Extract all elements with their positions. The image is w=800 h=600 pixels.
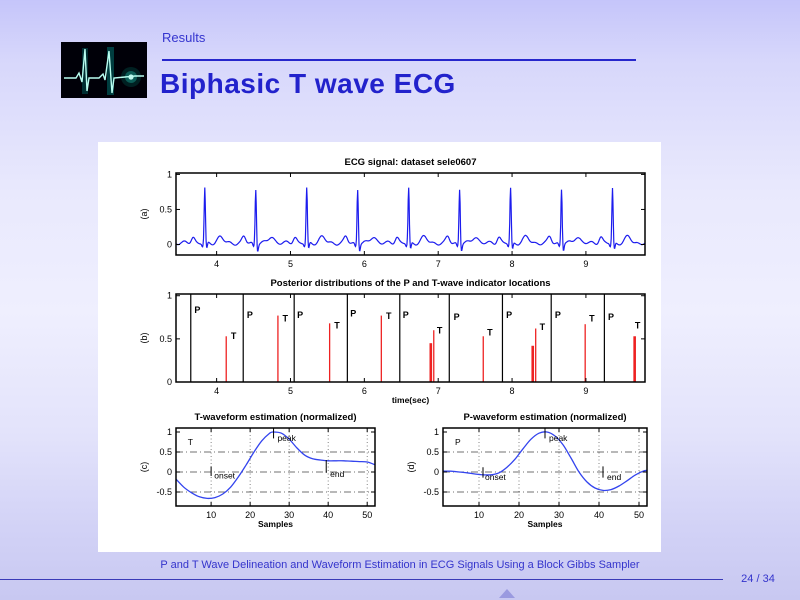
wave-label: P — [506, 310, 512, 320]
wave-label: P — [454, 312, 460, 322]
page-number: 24 / 34 — [741, 573, 775, 585]
y-tick-label: 0.5 — [159, 447, 172, 457]
x-tick-label: 40 — [594, 510, 604, 520]
annotation-label: P — [455, 437, 461, 447]
y-axis-label: (a) — [139, 208, 149, 219]
wave-label: T — [386, 311, 392, 321]
annotation-label: end — [330, 469, 344, 479]
y-tick-label: -0.5 — [423, 487, 439, 497]
waveform-curve — [442, 431, 648, 492]
annotation-label: end — [607, 472, 621, 482]
chart-title: Posterior distributions of the P and T-w… — [270, 278, 550, 289]
ecg-logo-art — [61, 42, 147, 98]
wave-label: P — [350, 308, 356, 318]
y-tick-label: 1 — [167, 291, 172, 301]
x-axis-label: time(sec) — [392, 395, 429, 405]
logo-background — [61, 42, 147, 98]
axes-frame — [442, 427, 648, 507]
x-tick-label: 4 — [214, 259, 219, 269]
axes-frame — [175, 172, 646, 256]
wave-label: P — [247, 310, 253, 320]
wave-label: T — [334, 321, 340, 331]
y-tick-label: 0 — [167, 239, 172, 249]
annotation-label: onset — [485, 472, 506, 482]
x-tick-label: 30 — [284, 510, 294, 520]
x-tick-label: 30 — [554, 510, 564, 520]
wave-label: T — [540, 322, 546, 332]
x-tick-label: 4 — [214, 386, 219, 396]
wave-label: P — [403, 310, 409, 320]
x-tick-label: 5 — [288, 386, 293, 396]
chart-title: T-waveform estimation (normalized) — [194, 412, 356, 423]
wave-label: P — [555, 310, 561, 320]
figure-panel: 4 5 6 7 8 9 0 0.5 1 ECG signal: dataset sele0607 (… — [98, 142, 661, 552]
logo-glow-streak — [82, 48, 88, 94]
x-tick-label: 50 — [362, 510, 372, 520]
y-tick-label: -0.5 — [156, 487, 172, 497]
y-axis-label: (c) — [139, 462, 149, 473]
x-tick-label: 9 — [583, 259, 588, 269]
y-axis-label: (b) — [139, 332, 149, 343]
axes-frame — [175, 293, 646, 383]
x-tick-label: 7 — [436, 259, 441, 269]
x-tick-label: 9 — [583, 386, 588, 396]
slide-title: Biphasic T wave ECG — [160, 68, 456, 99]
y-tick-label: 0.5 — [159, 334, 172, 344]
wave-label: P — [194, 305, 200, 315]
waveform-curve — [175, 431, 376, 500]
chart-title: P-waveform estimation (normalized) — [463, 412, 626, 423]
wave-label: T — [589, 314, 595, 324]
ecg-trace — [175, 187, 646, 252]
x-tick-label: 8 — [510, 259, 515, 269]
annotation-label: peak — [277, 433, 296, 443]
y-tick-label: 1 — [167, 427, 172, 437]
section-label: Results — [162, 30, 206, 45]
x-tick-label: 10 — [474, 510, 484, 520]
x-tick-label: 50 — [634, 510, 644, 520]
annotation-label: peak — [549, 433, 568, 443]
y-tick-label: 1 — [167, 169, 172, 179]
nav-up-triangle[interactable] — [499, 589, 515, 598]
x-tick-label: 6 — [362, 386, 367, 396]
wave-label: P — [297, 310, 303, 320]
y-tick-label: 1 — [434, 427, 439, 437]
wave-label: P — [608, 312, 614, 322]
x-tick-label: 40 — [323, 510, 333, 520]
x-tick-label: 5 — [288, 259, 293, 269]
y-tick-label: 0 — [167, 467, 172, 477]
x-tick-label: 8 — [510, 386, 515, 396]
x-tick-label: 6 — [362, 259, 367, 269]
annotation-label: onset — [214, 470, 235, 480]
wave-label: T — [283, 314, 289, 324]
annotation-label: T — [188, 437, 193, 447]
header-rule — [162, 59, 636, 61]
x-tick-label: 7 — [436, 386, 441, 396]
ecg-logo-image — [61, 42, 147, 98]
figure-canvas: 4 5 6 7 8 9 0 0.5 1 ECG signal: dataset sele0607 (… — [139, 157, 648, 529]
axes-frame — [175, 427, 376, 507]
y-tick-label: 0 — [167, 377, 172, 387]
x-tick-label: 20 — [245, 510, 255, 520]
logo-ecg-trace — [64, 48, 144, 94]
wave-label: T — [635, 321, 641, 331]
footer-title: P and T Wave Delineation and Waveform Es… — [160, 559, 640, 571]
y-tick-label: 0 — [434, 467, 439, 477]
wave-label: T — [437, 326, 443, 336]
x-tick-label: 10 — [206, 510, 216, 520]
wave-label: T — [487, 327, 493, 337]
chart-title: ECG signal: dataset sele0607 — [344, 157, 476, 168]
wave-label: T — [231, 331, 237, 341]
footer-rule — [0, 579, 723, 580]
x-axis-label: Samples — [528, 519, 563, 529]
x-axis-label: Samples — [258, 519, 293, 529]
x-tick-label: 20 — [514, 510, 524, 520]
y-tick-label: 0.5 — [426, 447, 439, 457]
y-axis-label: (d) — [406, 461, 416, 472]
y-tick-label: 0.5 — [159, 204, 172, 214]
